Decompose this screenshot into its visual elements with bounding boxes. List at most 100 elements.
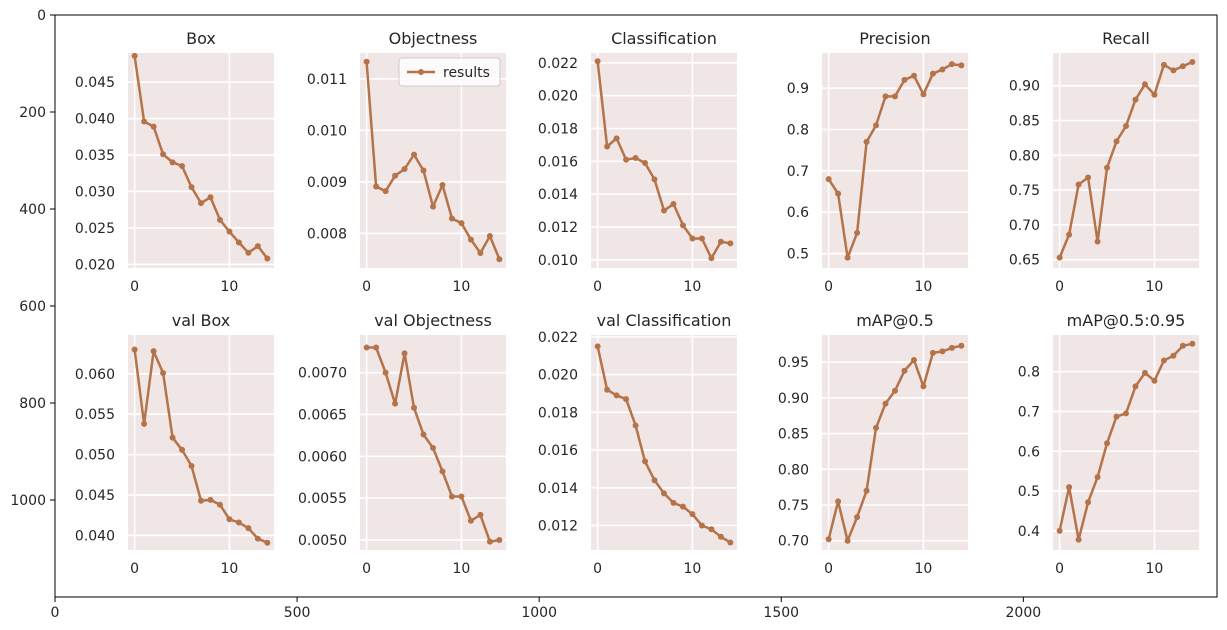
- data-point: [1113, 413, 1120, 420]
- data-point: [169, 159, 176, 166]
- subplot-3: 0 10 0.5 0.6 0.7 0.8 0.9 Precision: [787, 29, 968, 295]
- y-tick-label: 0.8: [1018, 365, 1040, 381]
- data-point: [651, 477, 658, 484]
- y-tick-label: 0.0070: [298, 366, 347, 382]
- data-point: [216, 501, 223, 508]
- data-point: [467, 236, 474, 243]
- plot-area: [1053, 53, 1199, 268]
- data-point: [1179, 342, 1186, 349]
- x-tick-label: 10: [684, 279, 702, 295]
- data-point: [207, 194, 214, 201]
- data-point: [188, 462, 195, 469]
- y-tick-label: 0.012: [538, 220, 578, 236]
- y-tick-label: 0.014: [538, 187, 578, 203]
- y-tick-label: 0.85: [1009, 113, 1040, 129]
- data-point: [1123, 123, 1129, 130]
- plot-area: [360, 53, 506, 268]
- y-tick-label: 0.70: [778, 534, 809, 550]
- y-tick-label: 0.022: [538, 56, 578, 72]
- y-tick-label: 0.0050: [298, 533, 347, 549]
- subplot-title: mAP@0.5: [856, 311, 934, 330]
- data-point: [892, 93, 898, 100]
- data-point: [689, 235, 696, 242]
- y-tick-label: 0.009: [307, 175, 347, 191]
- data-point: [882, 93, 889, 100]
- x-tick-label: 10: [221, 279, 239, 295]
- data-point: [825, 536, 832, 543]
- subplot-title: Precision: [859, 29, 930, 48]
- data-point: [661, 490, 667, 497]
- data-point: [1179, 63, 1186, 70]
- outer-x-tick-label: 1500: [763, 605, 799, 621]
- data-point: [226, 228, 233, 235]
- y-tick-label: 0.75: [1009, 183, 1040, 199]
- data-point: [1151, 377, 1158, 384]
- data-point: [844, 537, 851, 544]
- outer-x-tick-label: 2000: [1006, 605, 1042, 621]
- data-point: [430, 203, 436, 210]
- data-point: [254, 243, 261, 250]
- data-point: [198, 497, 204, 504]
- plot-area: [360, 335, 506, 550]
- data-point: [1170, 67, 1177, 74]
- data-point: [226, 516, 233, 523]
- data-point: [448, 493, 455, 500]
- outer-x-tick-label: 0: [51, 605, 60, 621]
- data-point: [948, 344, 955, 351]
- data-point: [651, 176, 658, 183]
- y-tick-label: 0.020: [538, 368, 578, 384]
- y-tick-label: 0.80: [1009, 148, 1040, 164]
- data-point: [401, 166, 408, 173]
- y-tick-label: 0.022: [538, 330, 578, 346]
- x-tick-label: 0: [593, 561, 602, 577]
- data-point: [1141, 81, 1148, 88]
- data-point: [689, 511, 696, 518]
- y-tick-label: 0.016: [538, 154, 578, 170]
- data-point: [844, 254, 851, 261]
- subplot-4: 0 10 0.65 0.70 0.75 0.80 0.85 0.90 Recall: [1009, 29, 1199, 295]
- data-point: [698, 235, 705, 242]
- data-point: [150, 123, 157, 130]
- data-point: [448, 215, 455, 222]
- outer-y-tick-label: 600: [19, 299, 46, 315]
- data-point: [1160, 61, 1167, 68]
- y-tick-label: 0.010: [307, 123, 347, 139]
- subplot-title: val Classification: [597, 311, 732, 330]
- data-point: [670, 200, 677, 207]
- data-point: [1189, 340, 1196, 347]
- data-point: [613, 392, 620, 399]
- subplot-0: 0 10 0.020 0.025 0.030 0.035 0.040 0.045 Box: [75, 29, 274, 295]
- y-tick-label: 0.040: [75, 112, 115, 128]
- data-point: [264, 539, 271, 546]
- data-point: [458, 220, 465, 227]
- x-tick-label: 0: [1055, 279, 1064, 295]
- y-tick-label: 0.65: [1009, 253, 1040, 269]
- y-tick-label: 0.045: [75, 75, 115, 91]
- data-point: [131, 52, 138, 59]
- data-point: [401, 350, 408, 357]
- data-point: [150, 348, 157, 355]
- legend: results: [398, 57, 501, 87]
- data-point: [392, 400, 399, 407]
- y-tick-label: 0.8: [787, 122, 809, 138]
- data-point: [131, 346, 138, 353]
- y-tick-label: 0.045: [75, 488, 115, 504]
- data-point: [467, 517, 474, 524]
- data-point: [198, 200, 204, 207]
- data-point: [910, 357, 917, 363]
- data-point: [1123, 410, 1129, 417]
- data-point: [1170, 352, 1177, 359]
- data-point: [835, 498, 842, 505]
- data-point: [439, 468, 446, 475]
- y-tick-label: 0.008: [307, 226, 347, 242]
- y-tick-label: 0.020: [538, 89, 578, 105]
- y-tick-label: 0.95: [778, 355, 809, 371]
- data-point: [458, 493, 465, 500]
- data-point: [245, 525, 252, 532]
- outer-x-tick-label: 1000: [521, 605, 557, 621]
- y-tick-label: 0.018: [538, 405, 578, 421]
- y-tick-label: 0.4: [1018, 524, 1040, 540]
- data-point: [854, 229, 861, 236]
- plot-area: [591, 335, 737, 550]
- data-point: [1189, 59, 1196, 66]
